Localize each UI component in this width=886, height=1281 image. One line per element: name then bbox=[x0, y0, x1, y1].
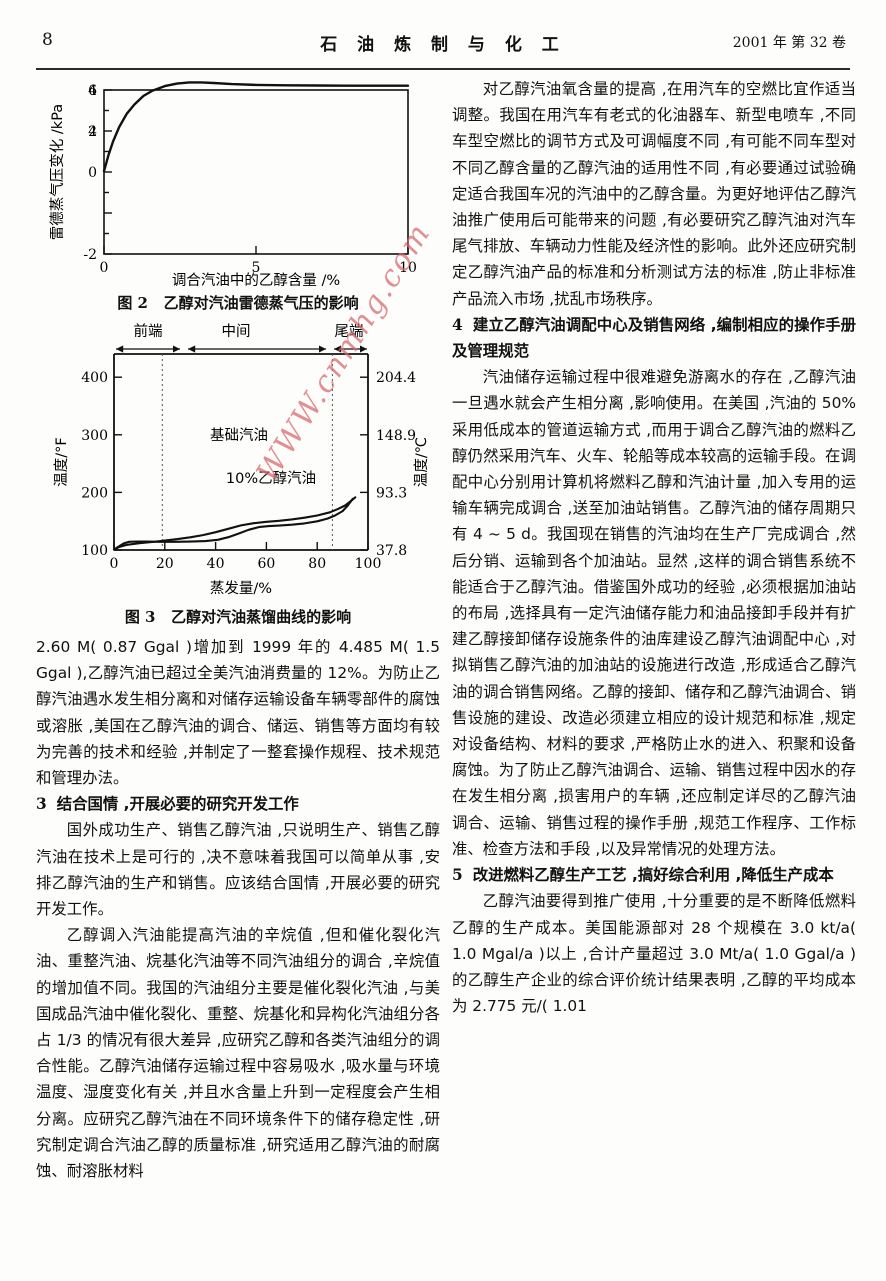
svg-text:20: 20 bbox=[156, 556, 174, 572]
paragraph: 乙醇汽油要得到推广使用 ,十分重要的是不断降低燃料乙醇的生产成本。美国能源部对 … bbox=[452, 892, 856, 1016]
svg-text:100: 100 bbox=[81, 543, 108, 559]
figure-2-xlabel: 调合汽油中的乙醇含量 /% bbox=[172, 272, 340, 286]
svg-text:80: 80 bbox=[308, 556, 326, 572]
right-column: 对乙醇汽油氧含量的提高 ,在用汽车的空燃比宜作适当调整。我国在用汽车有老式的化油… bbox=[452, 76, 856, 1019]
region-label-tail: 尾端 bbox=[335, 323, 364, 340]
paragraph: 2.60 M( 0.87 Ggal )增加到 1999 年的 4.485 M( … bbox=[36, 638, 440, 788]
journal-title: 石 油 炼 制 与 化 工 bbox=[320, 35, 566, 55]
figure-2-chart: -2 0 2 4 6 4 0 5 bbox=[49, 81, 417, 286]
svg-text:-2: -2 bbox=[83, 247, 97, 263]
svg-text:148.9: 148.9 bbox=[376, 428, 416, 444]
svg-text:10: 10 bbox=[399, 260, 417, 276]
section-title: 改进燃料乙醇生产工艺 ,搞好综合利用 ,降低生产成本 bbox=[472, 866, 834, 885]
figure-2-ylabel: 雷德蒸气压变化 /kPa bbox=[49, 104, 66, 240]
section-number: 4 bbox=[452, 315, 463, 334]
svg-text:300: 300 bbox=[81, 428, 108, 444]
svg-text:2: 2 bbox=[88, 124, 97, 140]
running-head: 8 石 油 炼 制 与 化 工 2001 年 第 32 卷 bbox=[36, 30, 850, 64]
figure-2-number: 图 2 bbox=[117, 294, 148, 312]
figure-3-caption: 图 3 乙醇对汽油蒸馏曲线的影响 bbox=[36, 606, 440, 628]
figure-3-chart: 前端 中间 尾端 bbox=[53, 323, 430, 597]
figure-3-number: 图 3 bbox=[124, 608, 156, 626]
paragraph: 汽油储存运输过程中很难避免游离水的存在 ,乙醇汽油一旦遇水就会产生相分离 ,影响… bbox=[452, 368, 856, 858]
series-label-e10: 10%乙醇汽油 bbox=[226, 470, 316, 487]
svg-text:4: 4 bbox=[88, 83, 97, 99]
section-number: 5 bbox=[452, 866, 463, 885]
svg-text:93.3: 93.3 bbox=[376, 485, 407, 501]
svg-text:0: 0 bbox=[88, 165, 97, 181]
paragraph: 国外成功生产、销售乙醇汽油 ,只说明生产、销售乙醇汽油在技术上是可行的 ,决不意… bbox=[36, 821, 440, 919]
svg-text:200: 200 bbox=[81, 485, 108, 501]
svg-text:5: 5 bbox=[252, 260, 261, 276]
figure-3-ylabel-right: 温度/℃ bbox=[413, 437, 430, 487]
figure-3: 前端 中间 尾端 bbox=[36, 322, 440, 628]
svg-text:204.4: 204.4 bbox=[376, 370, 416, 386]
section-heading-3: 3 结合国情 ,开展必要的研究开发工作 bbox=[36, 791, 440, 817]
figure-2-caption-text: 乙醇对汽油雷德蒸气压的影响 bbox=[163, 294, 359, 312]
section-heading-5: 5 改进燃料乙醇生产工艺 ,搞好综合利用 ,降低生产成本 bbox=[452, 862, 856, 888]
figure-3-caption-text: 乙醇对汽油蒸馏曲线的影响 bbox=[171, 608, 352, 626]
svg-text:0: 0 bbox=[100, 260, 109, 276]
page-number: 8 bbox=[42, 30, 53, 50]
section-heading-4: 4 建立乙醇汽油调配中心及销售网络 ,编制相应的操作手册及管理规范 bbox=[452, 312, 856, 364]
svg-text:400: 400 bbox=[81, 370, 108, 386]
paragraph: 对乙醇汽油氧含量的提高 ,在用汽车的空燃比宜作适当调整。我国在用汽车有老式的化油… bbox=[452, 80, 856, 308]
figure-2: -2 0 2 4 6 4 0 5 bbox=[36, 76, 440, 314]
svg-text:6: 6 bbox=[88, 83, 97, 99]
figure-3-xlabel: 蒸发量/% bbox=[210, 580, 272, 597]
svg-text:40: 40 bbox=[207, 556, 225, 572]
svg-text:60: 60 bbox=[257, 556, 275, 572]
header-rule bbox=[36, 68, 850, 70]
section-number: 3 bbox=[36, 795, 47, 814]
region-label-front: 前端 bbox=[134, 323, 163, 340]
region-label-middle: 中间 bbox=[222, 323, 251, 340]
figure-3-ylabel: 温度/°F bbox=[53, 437, 70, 486]
svg-text:0: 0 bbox=[110, 556, 119, 572]
figure-2-caption: 图 2 乙醇对汽油雷德蒸气压的影响 bbox=[36, 292, 440, 314]
svg-text:4: 4 bbox=[88, 124, 97, 140]
svg-text:100: 100 bbox=[355, 556, 382, 572]
section-title: 建立乙醇汽油调配中心及销售网络 ,编制相应的操作手册及管理规范 bbox=[452, 315, 856, 361]
paragraph: 乙醇调入汽油能提高汽油的辛烷值 ,但和催化裂化汽油、重整汽油、烷基化汽油等不同汽… bbox=[36, 926, 440, 1181]
section-title: 结合国情 ,开展必要的研究开发工作 bbox=[56, 795, 299, 814]
svg-text:37.8: 37.8 bbox=[376, 543, 407, 559]
left-column: -2 0 2 4 6 4 0 5 bbox=[36, 76, 440, 1184]
series-label-base: 基础汽油 bbox=[210, 427, 268, 444]
issue-info: 2001 年 第 32 卷 bbox=[732, 35, 846, 51]
